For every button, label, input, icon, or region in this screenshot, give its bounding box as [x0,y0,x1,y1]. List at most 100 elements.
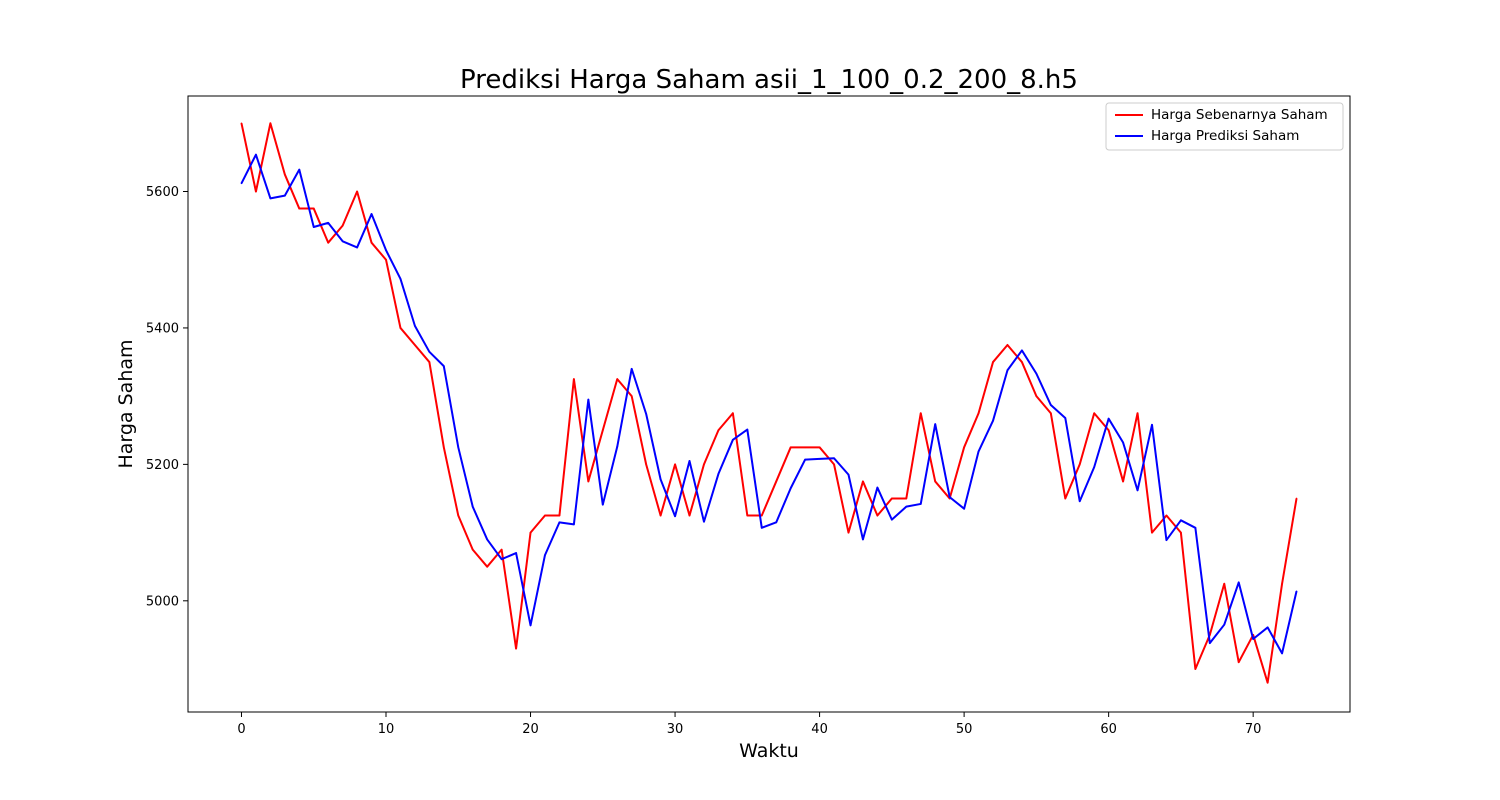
x-tick-label: 30 [667,722,684,737]
data-point-harga-sebenarnya-saham [327,241,329,244]
data-point-harga-sebenarnya-saham [818,446,821,449]
data-point-harga-prediksi-saham [1035,372,1038,375]
data-point-harga-prediksi-saham [1209,642,1211,644]
data-point-harga-sebenarnya-saham [1078,463,1081,466]
data-point-harga-prediksi-saham [891,518,893,521]
data-point-harga-sebenarnya-saham [1107,429,1110,432]
data-point-harga-sebenarnya-saham [240,122,243,125]
data-point-harga-sebenarnya-saham [1035,395,1038,397]
data-point-harga-prediksi-saham [703,520,705,523]
data-point-harga-sebenarnya-saham [1151,531,1153,534]
chart-title: Prediksi Harga Saham asii_1_100_0.2_200_… [460,65,1078,95]
data-point-harga-prediksi-saham [327,222,329,224]
x-tick-label: 50 [956,722,973,737]
data-point-harga-sebenarnya-saham [1006,344,1009,346]
data-point-harga-prediksi-saham [486,538,488,541]
x-axis: 0 10 20 30 40 50 60 70 [237,712,1261,737]
data-point-harga-prediksi-saham [255,153,257,156]
data-point-harga-prediksi-saham [818,458,821,460]
data-point-harga-sebenarnya-saham [775,480,778,483]
data-point-harga-sebenarnya-saham [385,258,387,261]
data-point-harga-prediksi-saham [1151,424,1153,426]
data-point-harga-sebenarnya-saham [529,531,532,534]
data-point-harga-sebenarnya-saham [1050,412,1052,415]
data-point-harga-sebenarnya-saham [674,463,676,466]
data-point-harga-prediksi-saham [862,538,864,541]
data-point-harga-prediksi-saham [1136,489,1139,492]
data-point-harga-sebenarnya-saham [1136,412,1139,415]
data-point-harga-sebenarnya-saham [1021,361,1023,363]
data-point-harga-sebenarnya-saham [486,565,488,568]
data-point-harga-prediksi-saham [457,446,460,449]
data-point-harga-prediksi-saham [977,450,980,453]
data-point-harga-sebenarnya-saham [284,173,286,176]
data-point-harga-sebenarnya-saham [443,446,445,449]
y-tick-label: 5200 [146,458,179,473]
data-point-harga-prediksi-saham [1006,369,1009,372]
data-point-harga-prediksi-saham [312,226,315,228]
data-point-harga-sebenarnya-saham [428,361,431,363]
data-point-harga-sebenarnya-saham [934,480,937,483]
data-point-harga-sebenarnya-saham [255,190,257,193]
data-point-harga-prediksi-saham [688,460,691,462]
data-point-harga-prediksi-saham [876,486,879,489]
data-point-harga-sebenarnya-saham [1266,681,1269,684]
data-point-harga-prediksi-saham [760,527,763,529]
data-point-harga-sebenarnya-saham [992,361,994,363]
x-tick-label: 40 [811,722,828,737]
data-point-harga-sebenarnya-saham [1093,412,1095,415]
data-point-harga-sebenarnya-saham [399,327,402,329]
data-point-harga-prediksi-saham [789,487,792,490]
data-point-harga-prediksi-saham [746,428,749,431]
data-point-harga-sebenarnya-saham [587,480,590,483]
data-point-harga-prediksi-saham [1295,590,1298,593]
data-point-harga-prediksi-saham [573,523,575,526]
data-point-harga-prediksi-saham [1194,527,1197,529]
data-point-harga-sebenarnya-saham [717,429,720,432]
x-axis-label: Waktu [739,740,799,762]
data-point-harga-prediksi-saham [1050,404,1052,406]
data-point-harga-sebenarnya-saham [1237,661,1240,663]
data-point-harga-sebenarnya-saham [703,463,705,466]
data-point-harga-prediksi-saham [1021,349,1023,352]
x-tick-label: 0 [237,722,245,737]
data-point-harga-sebenarnya-saham [573,378,575,380]
data-point-harga-sebenarnya-saham [601,429,604,432]
data-point-harga-sebenarnya-saham [616,378,619,380]
x-tick-label: 70 [1245,722,1262,737]
data-point-harga-prediksi-saham [804,458,806,461]
data-point-harga-sebenarnya-saham [370,241,373,244]
data-point-harga-prediksi-saham [630,368,633,370]
data-point-harga-sebenarnya-saham [414,344,416,346]
data-point-harga-prediksi-saham [992,419,994,422]
data-point-harga-prediksi-saham [948,496,951,498]
data-point-harga-sebenarnya-saham [312,207,315,210]
data-point-harga-prediksi-saham [269,197,272,200]
data-point-harga-sebenarnya-saham [977,412,980,415]
data-point-harga-sebenarnya-saham [1064,497,1067,500]
data-point-harga-prediksi-saham [370,213,373,215]
data-point-harga-sebenarnya-saham [544,514,546,517]
legend-label-predicted: Harga Prediksi Saham [1151,128,1299,144]
data-point-harga-sebenarnya-saham [659,514,662,517]
data-point-harga-prediksi-saham [963,507,965,510]
data-point-harga-prediksi-saham [298,168,301,171]
data-point-harga-sebenarnya-saham [1295,497,1298,500]
data-point-harga-sebenarnya-saham [746,514,749,517]
data-point-harga-prediksi-saham [515,552,517,554]
data-point-harga-prediksi-saham [587,398,590,401]
data-point-harga-prediksi-saham [833,457,835,460]
data-point-harga-sebenarnya-saham [963,446,965,449]
data-point-harga-sebenarnya-saham [732,412,734,415]
x-tick-label: 10 [378,722,395,737]
data-point-harga-prediksi-saham [1107,417,1110,420]
y-tick-label: 5400 [146,321,179,336]
data-point-harga-sebenarnya-saham [919,412,922,415]
data-point-harga-prediksi-saham [399,278,402,280]
data-point-harga-sebenarnya-saham [645,463,647,466]
data-point-harga-sebenarnya-saham [789,446,792,449]
data-point-harga-prediksi-saham [732,439,734,441]
series-line-harga-sebenarnya-saham [240,122,1298,684]
legend-label-actual: Harga Sebenarnya Saham [1151,107,1328,123]
